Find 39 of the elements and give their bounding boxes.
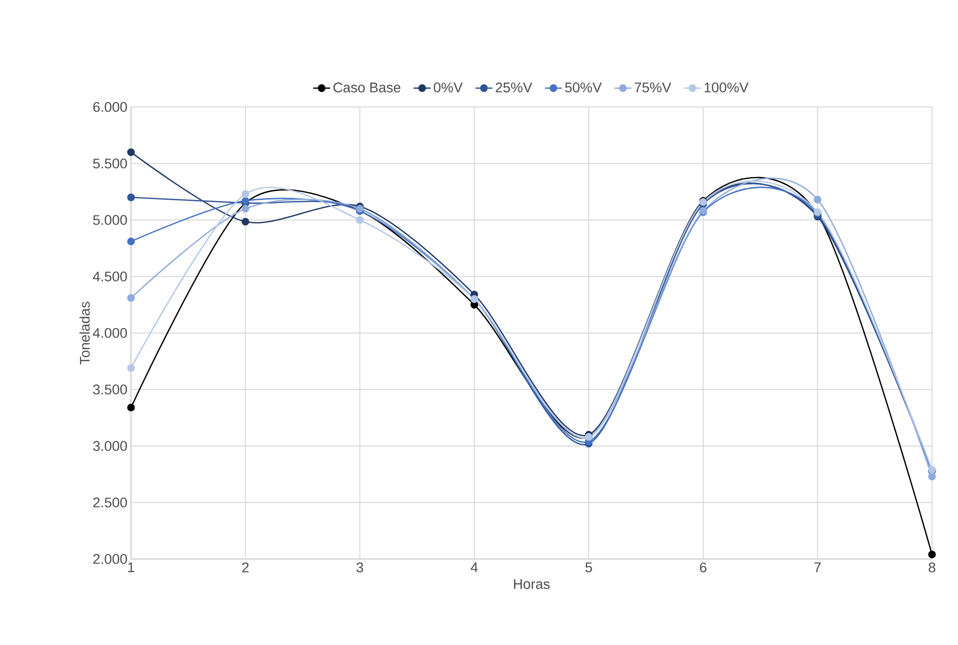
x-tick-label: 3 xyxy=(356,562,364,572)
y-tick-label: 2.500 xyxy=(93,498,127,508)
legend-label: Caso Base xyxy=(333,82,400,92)
point xyxy=(814,196,822,204)
x-tick-label: 7 xyxy=(814,562,821,572)
x-tick-label: 1 xyxy=(128,562,134,572)
y-axis-title: Toneladas xyxy=(80,302,90,364)
point xyxy=(127,238,135,246)
point xyxy=(127,194,135,202)
point xyxy=(127,294,135,302)
y-tick-label: 3.500 xyxy=(93,384,127,394)
legend-label: 0%V xyxy=(434,82,463,92)
x-axis-title: Horas xyxy=(514,579,550,589)
x-tick-label: 4 xyxy=(470,562,478,572)
point xyxy=(242,204,250,213)
legend-label: 50%V xyxy=(565,82,602,92)
point xyxy=(242,196,250,205)
point xyxy=(127,148,135,156)
point xyxy=(242,190,250,198)
legend-label: 25%V xyxy=(496,82,532,92)
point xyxy=(928,472,936,480)
x-tick-label: 2 xyxy=(242,562,249,572)
y-tick-label: 3.000 xyxy=(93,441,127,451)
x-tick-label: 8 xyxy=(928,562,936,572)
y-tick-label: 5.000 xyxy=(93,215,127,225)
y-tick-label: 6.000 xyxy=(93,102,127,112)
point xyxy=(242,218,250,226)
x-tick-label: 5 xyxy=(585,562,592,572)
y-tick-label: 5.500 xyxy=(93,158,127,168)
y-tick-label: 2.000 xyxy=(93,554,127,564)
y-tick-label: 4.000 xyxy=(92,328,127,338)
y-tick-label: 4.500 xyxy=(92,272,127,282)
legend-label: 100%V xyxy=(704,82,748,92)
point xyxy=(928,550,936,558)
point xyxy=(356,216,364,224)
point xyxy=(127,364,135,372)
point xyxy=(127,404,135,412)
legend-label: 75%V xyxy=(634,82,672,92)
x-tick-label: 6 xyxy=(700,562,706,572)
